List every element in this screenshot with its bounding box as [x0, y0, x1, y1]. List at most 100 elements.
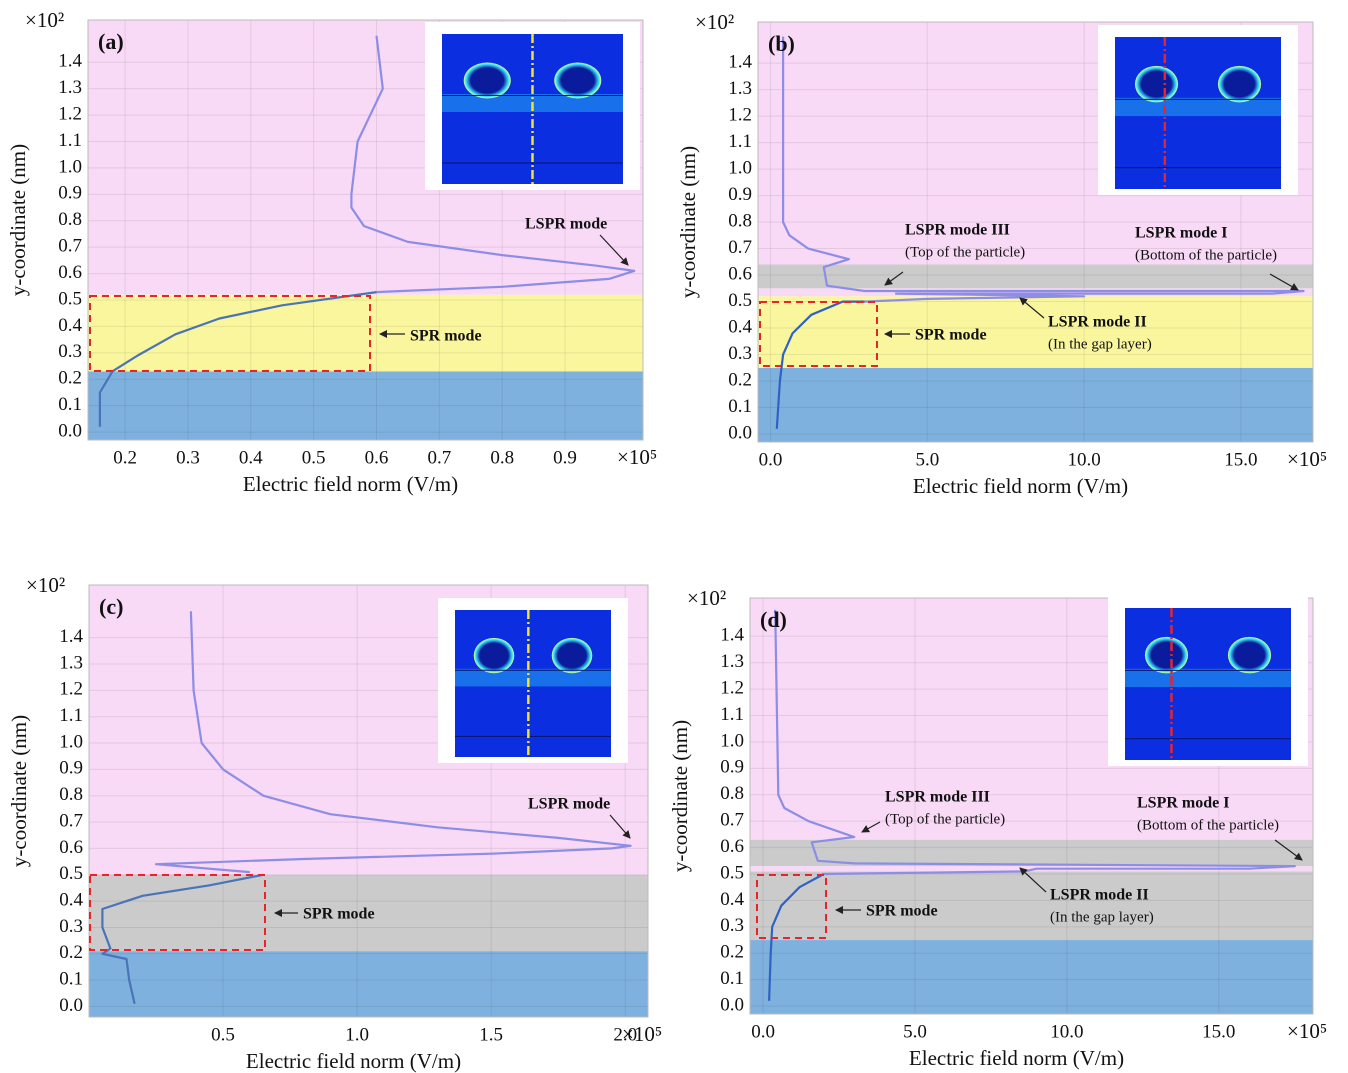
panel: 0.00.10.20.30.40.50.60.70.80.91.01.11.21… — [668, 586, 1327, 1070]
y-tick-label: 0.6 — [58, 262, 82, 283]
inset-band — [1115, 98, 1281, 116]
y-tick-label: 0.8 — [58, 209, 82, 230]
y-tick-label: 0.5 — [58, 288, 82, 309]
x-tick-label: 15.0 — [1202, 1021, 1235, 1042]
panel-label: (b) — [768, 31, 795, 56]
figure: 0.0 0.1 0.2 0.3 0.4 0.5 0.6 0.7 0.8 0.9 1.0 1.1 1.2 1… — [0, 0, 1348, 1073]
y-tick-label: 0.2 — [720, 942, 744, 963]
x-scale-label: ×10⁵ — [617, 445, 657, 469]
y-tick-label: 0.9 — [728, 184, 752, 205]
y-tick-label: 0.9 — [59, 758, 83, 779]
x-tick-label: 0.4 — [239, 447, 263, 468]
y-tick-label: 1.4 — [728, 51, 752, 72]
y-scale-label: ×10² — [687, 586, 726, 610]
y-tick-label: 1.0 — [720, 730, 744, 751]
inset-particle — [474, 638, 515, 673]
y-tick-label: 1.0 — [59, 731, 83, 752]
y-tick-label: 0.6 — [720, 836, 744, 857]
layer-region — [750, 940, 1313, 1014]
y-tick-label: 0.8 — [720, 783, 744, 804]
inset-particle — [552, 638, 593, 673]
y-tick-label: 0.3 — [58, 341, 82, 362]
x-tick-label: 0.7 — [427, 447, 451, 468]
y-tick-label: 0.7 — [59, 810, 83, 831]
layer-region — [88, 295, 643, 372]
y-tick-label: 1.1 — [58, 130, 82, 151]
y-tick-label: 0.9 — [720, 757, 744, 778]
x-axis-label: Electric field norm (V/m) — [909, 1046, 1124, 1070]
y-tick-label: 1.4 — [720, 625, 744, 646]
y-tick-label: 0.7 — [720, 810, 744, 831]
y-tick-label: 0.7 — [728, 237, 752, 258]
panel-label: (a) — [98, 29, 124, 54]
x-tick-label: 0.0 — [759, 449, 783, 470]
y-tick-label: 0.0 — [58, 420, 82, 441]
x-tick-label: 0.8 — [490, 447, 514, 468]
y-tick-label: 0.4 — [59, 889, 83, 910]
y-tick-label: 0.2 — [58, 368, 82, 389]
x-tick-label: 15.0 — [1224, 449, 1257, 470]
x-tick-label: 0.0 — [751, 1021, 775, 1042]
y-tick-label: 0.8 — [728, 210, 752, 231]
annotation: LSPR mode II — [1048, 314, 1147, 331]
inset-band — [455, 669, 611, 687]
y-tick-label: 0.3 — [720, 915, 744, 936]
y-tick-label: 0.1 — [59, 968, 83, 989]
inset-particle — [554, 63, 601, 99]
y-tick-label: 1.0 — [728, 157, 752, 178]
x-tick-label: 0.2 — [113, 447, 137, 468]
x-tick-label: 0.6 — [365, 447, 389, 468]
y-tick-label: 1.1 — [59, 705, 83, 726]
y-tick-label: 0.0 — [728, 422, 752, 443]
x-axis-label: Electric field norm (V/m) — [243, 472, 458, 496]
annotation: LSPR mode I — [1137, 795, 1229, 812]
y-scale-label: ×10² — [26, 573, 65, 597]
y-tick-label: 1.1 — [720, 704, 744, 725]
inset-particle — [1228, 637, 1271, 673]
layer-region — [758, 264, 1313, 288]
annotation-sub: (Bottom of the particle) — [1137, 817, 1279, 833]
x-scale-label: ×10⁵ — [1287, 1019, 1327, 1043]
y-tick-label: 0.1 — [58, 394, 82, 415]
y-tick-label: 0.1 — [720, 968, 744, 989]
panel-label: (d) — [760, 607, 787, 632]
annotation: LSPR mode III — [905, 222, 1010, 239]
annotation: LSPR mode III — [885, 789, 990, 806]
y-tick-label: 0.5 — [720, 862, 744, 883]
x-tick-label: 10.0 — [1067, 449, 1100, 470]
x-tick-label: 1.0 — [345, 1024, 369, 1045]
x-scale-label: ×10⁵ — [622, 1022, 662, 1046]
y-tick-label: 0.0 — [720, 994, 744, 1015]
y-tick-label: 1.2 — [728, 104, 752, 125]
y-tick-label: 0.3 — [59, 916, 83, 937]
y-tick-label: 0.7 — [58, 236, 82, 257]
y-tick-label: 0.4 — [58, 315, 82, 336]
x-tick-label: 10.0 — [1050, 1021, 1083, 1042]
panel: 0.00.10.20.30.40.50.60.70.80.91.01.11.21… — [6, 8, 657, 496]
layer-region — [758, 296, 1313, 368]
y-tick-label: 1.2 — [59, 679, 83, 700]
y-tick-label: 0.5 — [59, 863, 83, 884]
y-scale-label: ×10² — [25, 8, 64, 32]
y-tick-label: 0.8 — [59, 784, 83, 805]
annotation: LSPR mode II — [1050, 887, 1149, 904]
y-tick-label: 0.3 — [728, 343, 752, 364]
x-tick-label: 0.3 — [176, 447, 200, 468]
x-tick-label: 5.0 — [903, 1021, 927, 1042]
annotation: SPR mode — [866, 903, 938, 920]
annotation-sub: (In the gap layer) — [1050, 909, 1154, 925]
y-tick-label: 0.4 — [728, 316, 752, 337]
y-tick-label: 0.9 — [58, 183, 82, 204]
inset-particle — [1135, 66, 1178, 102]
inset-particle — [1218, 66, 1261, 102]
y-tick-label: 1.1 — [728, 131, 752, 152]
y-tick-label: 1.0 — [58, 156, 82, 177]
y-axis-label: y-coordinate (nm) — [668, 720, 692, 872]
x-tick-label: 1.5 — [479, 1024, 503, 1045]
panel: 0.00.10.20.30.40.50.60.70.80.91.01.11.21… — [676, 10, 1327, 498]
x-tick-label: 0.5 — [211, 1024, 235, 1045]
y-axis-label: y-coordinate (nm) — [7, 715, 31, 867]
y-tick-label: 0.4 — [720, 889, 744, 910]
panel: 0.00.10.20.30.40.50.60.70.80.91.01.11.21… — [7, 573, 662, 1073]
annotation-sub: (Top of the particle) — [905, 244, 1025, 260]
